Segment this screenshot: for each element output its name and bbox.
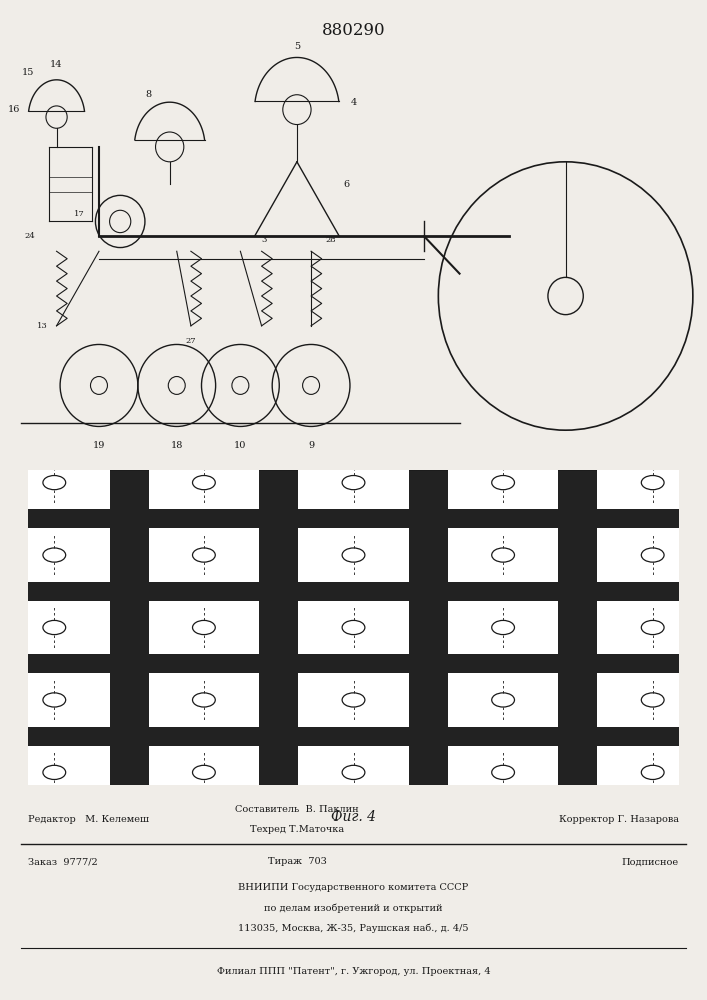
Text: 880290: 880290	[322, 22, 385, 39]
Text: Редактор   М. Келемеш: Редактор М. Келемеш	[28, 816, 149, 824]
Bar	[28, 487, 679, 550]
Text: 28: 28	[325, 236, 336, 244]
Text: Подписное: Подписное	[621, 857, 679, 866]
Text: Тираж  703: Тираж 703	[267, 857, 327, 866]
Text: 8: 8	[146, 90, 151, 99]
Text: 13: 13	[37, 322, 48, 330]
Bar	[28, 632, 679, 695]
Bar	[513, 470, 643, 785]
Bar	[298, 673, 409, 727]
Bar	[0, 528, 110, 582]
Bar	[597, 746, 707, 799]
Text: 9: 9	[308, 441, 314, 450]
Bar	[597, 528, 707, 582]
Text: Заказ  9777/2: Заказ 9777/2	[28, 857, 98, 866]
Text: Филиал ППП "Патент", г. Ужгород, ул. Проектная, 4: Филиал ППП "Патент", г. Ужгород, ул. Про…	[216, 968, 491, 976]
Bar	[597, 456, 707, 509]
Bar	[363, 470, 493, 785]
Text: Фиг. 3: Фиг. 3	[260, 482, 305, 496]
Text: 18: 18	[170, 441, 183, 450]
Bar	[0, 456, 110, 509]
Text: 19: 19	[93, 441, 105, 450]
Text: 14: 14	[50, 60, 63, 69]
Bar	[448, 456, 559, 509]
Text: ВНИИПИ Государственного комитета СССР: ВНИИПИ Государственного комитета СССР	[238, 884, 469, 892]
Text: Составитель  В. Паклин: Составитель В. Паклин	[235, 806, 358, 814]
Text: 5: 5	[294, 42, 300, 51]
Bar	[298, 746, 409, 799]
Bar	[28, 560, 679, 623]
Bar	[0, 673, 110, 727]
Bar	[298, 528, 409, 582]
Text: 27: 27	[185, 337, 197, 345]
Text: по делам изобретений и открытий: по делам изобретений и открытий	[264, 903, 443, 913]
Bar	[597, 601, 707, 654]
Bar	[214, 470, 344, 785]
Text: 17: 17	[74, 210, 85, 218]
Bar	[148, 528, 259, 582]
Text: 4: 4	[351, 98, 356, 107]
Bar	[28, 705, 679, 768]
Bar	[298, 456, 409, 509]
Bar	[448, 528, 559, 582]
Bar	[28, 705, 679, 768]
Text: Фиг. 4: Фиг. 4	[331, 810, 376, 824]
Bar	[148, 746, 259, 799]
Text: 10: 10	[234, 441, 247, 450]
Text: 6: 6	[344, 180, 349, 189]
Bar	[28, 487, 679, 550]
Text: 24: 24	[25, 232, 35, 240]
Bar	[0, 746, 110, 799]
Bar	[28, 560, 679, 623]
Bar	[214, 470, 344, 785]
Bar	[597, 673, 707, 727]
Bar	[363, 470, 493, 785]
Bar	[64, 470, 194, 785]
Text: Техред Т.Маточка: Техред Т.Маточка	[250, 826, 344, 834]
Text: 16: 16	[8, 105, 21, 114]
Bar	[148, 673, 259, 727]
Bar	[448, 673, 559, 727]
Bar	[513, 470, 643, 785]
Bar	[148, 601, 259, 654]
Bar	[298, 601, 409, 654]
Bar	[0, 601, 110, 654]
Bar	[28, 632, 679, 695]
Text: Корректор Г. Назарова: Корректор Г. Назарова	[559, 816, 679, 824]
Bar	[148, 456, 259, 509]
Text: 15: 15	[22, 68, 35, 77]
Bar	[448, 601, 559, 654]
Bar	[64, 470, 194, 785]
Bar	[448, 746, 559, 799]
Text: 113035, Москва, Ж-35, Раушская наб., д. 4/5: 113035, Москва, Ж-35, Раушская наб., д. …	[238, 923, 469, 933]
Text: 3: 3	[262, 236, 267, 244]
